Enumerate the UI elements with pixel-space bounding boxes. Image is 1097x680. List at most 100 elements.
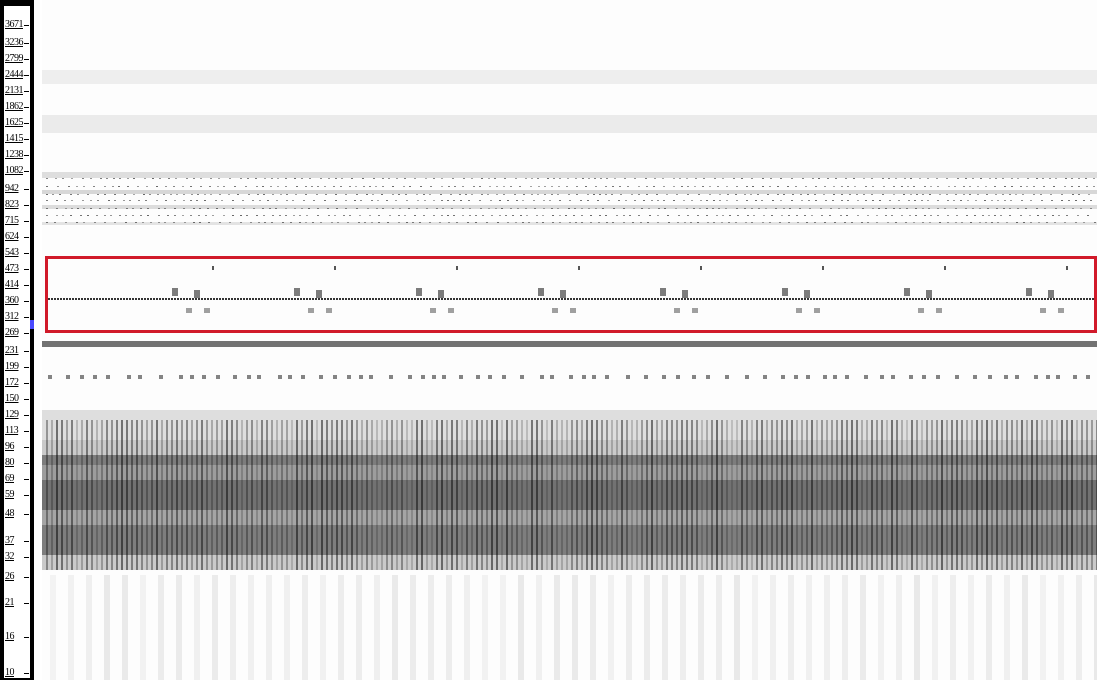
spectral-dot: [193, 222, 195, 223]
spectral-striation: [321, 420, 323, 570]
spectral-dot: [106, 375, 110, 379]
spectral-dot: [861, 222, 863, 223]
spectral-dot: [442, 208, 444, 209]
spectral-dot: [137, 186, 139, 187]
melody-dot: [699, 298, 701, 300]
melody-dot: [687, 298, 689, 300]
spectral-striation: [116, 420, 118, 570]
spectral-striation: [531, 420, 533, 570]
spectral-dot: [735, 222, 737, 223]
melody-dot: [894, 298, 896, 300]
melody-dot: [144, 298, 146, 300]
melody-dot: [549, 298, 551, 300]
spectral-dot: [840, 215, 842, 216]
tick-label: 942: [5, 183, 19, 194]
spectral-dot: [995, 194, 997, 195]
spectral-dot: [272, 215, 274, 216]
melody-dot: [609, 298, 611, 300]
spectral-dot: [684, 222, 686, 223]
spectral-dot: [779, 222, 781, 223]
spectral-striation: [456, 420, 458, 570]
spectral-dot: [487, 194, 489, 195]
melody-dot: [303, 298, 305, 300]
melody-dot: [156, 298, 158, 300]
melody-dot: [402, 298, 404, 300]
tick-label: 312: [5, 311, 19, 322]
spectral-dot: [378, 222, 380, 223]
melody-dot: [495, 298, 497, 300]
spectral-striation: [936, 420, 938, 570]
spectral-dot: [228, 194, 230, 195]
spectral-striation: [951, 420, 953, 570]
melody-dot: [927, 298, 929, 300]
tick-label: 2131: [5, 85, 24, 96]
spectral-dot: [90, 178, 92, 179]
spectral-striation: [516, 420, 518, 570]
spectral-striation: [921, 420, 923, 570]
spectral-dot: [930, 215, 932, 216]
spectral-dot: [985, 186, 987, 187]
spectral-dot: [741, 178, 743, 179]
spectral-dot: [499, 200, 501, 201]
spectral-dot: [921, 200, 923, 201]
spectral-striation: [771, 420, 773, 570]
spectral-dot: [441, 186, 443, 187]
spectral-dot: [862, 208, 864, 209]
spectral-dot: [409, 186, 411, 187]
tick-label: 823: [5, 199, 19, 210]
melody-dot: [321, 298, 323, 300]
spectral-dot: [687, 186, 689, 187]
spectral-dot: [209, 186, 211, 187]
melody-dot: [513, 298, 515, 300]
melody-dot: [891, 298, 893, 300]
spectral-dot: [83, 186, 85, 187]
spectral-dot: [366, 194, 368, 195]
spectral-dot: [305, 186, 307, 187]
spectral-dot: [199, 222, 201, 223]
spectral-dot: [59, 194, 61, 195]
spectral-dot: [946, 194, 948, 195]
spectral-dot: [632, 222, 634, 223]
spectral-dot: [891, 215, 893, 216]
spectral-dot: [158, 215, 160, 216]
spectral-striation: [500, 575, 506, 680]
spectrogram-view[interactable]: [42, 0, 1097, 680]
spectral-striation: [680, 575, 686, 680]
spectral-dot: [450, 194, 452, 195]
spectral-dot: [991, 222, 993, 223]
spectral-dot: [648, 208, 650, 209]
spectral-band: [42, 222, 1097, 225]
spectral-dot: [763, 375, 767, 379]
spectral-dot: [796, 215, 798, 216]
melody-dot: [231, 298, 233, 300]
ruler-position-marker[interactable]: [30, 320, 34, 329]
spectral-dot: [404, 215, 406, 216]
spectral-striation: [871, 420, 873, 570]
spectral-dot: [320, 178, 322, 179]
spectral-dot: [977, 194, 979, 195]
spectral-dot: [767, 194, 769, 195]
melody-dot: [552, 298, 554, 300]
selection-highlight-box[interactable]: [45, 256, 1097, 333]
melody-dot: [1002, 298, 1004, 300]
melody-dot: [378, 298, 380, 300]
spectral-dot: [140, 208, 142, 209]
spectral-dot: [525, 208, 527, 209]
spectral-band: [42, 510, 1097, 525]
melody-dot: [990, 298, 992, 300]
spectral-striation: [631, 420, 633, 570]
melody-dot: [822, 298, 824, 300]
spectral-dot: [812, 178, 814, 179]
melody-dot: [783, 298, 785, 300]
spectral-dot: [581, 208, 583, 209]
spectral-dot: [190, 186, 192, 187]
spectral-dot: [788, 215, 790, 216]
spectral-striation: [376, 420, 378, 570]
spectral-dot: [638, 194, 640, 195]
spectral-dot: [108, 200, 110, 201]
melody-dot: [474, 298, 476, 300]
melody-dot: [129, 298, 131, 300]
spectral-dot: [305, 194, 307, 195]
spectral-dot: [1003, 208, 1005, 209]
spectral-dot: [1011, 178, 1013, 179]
